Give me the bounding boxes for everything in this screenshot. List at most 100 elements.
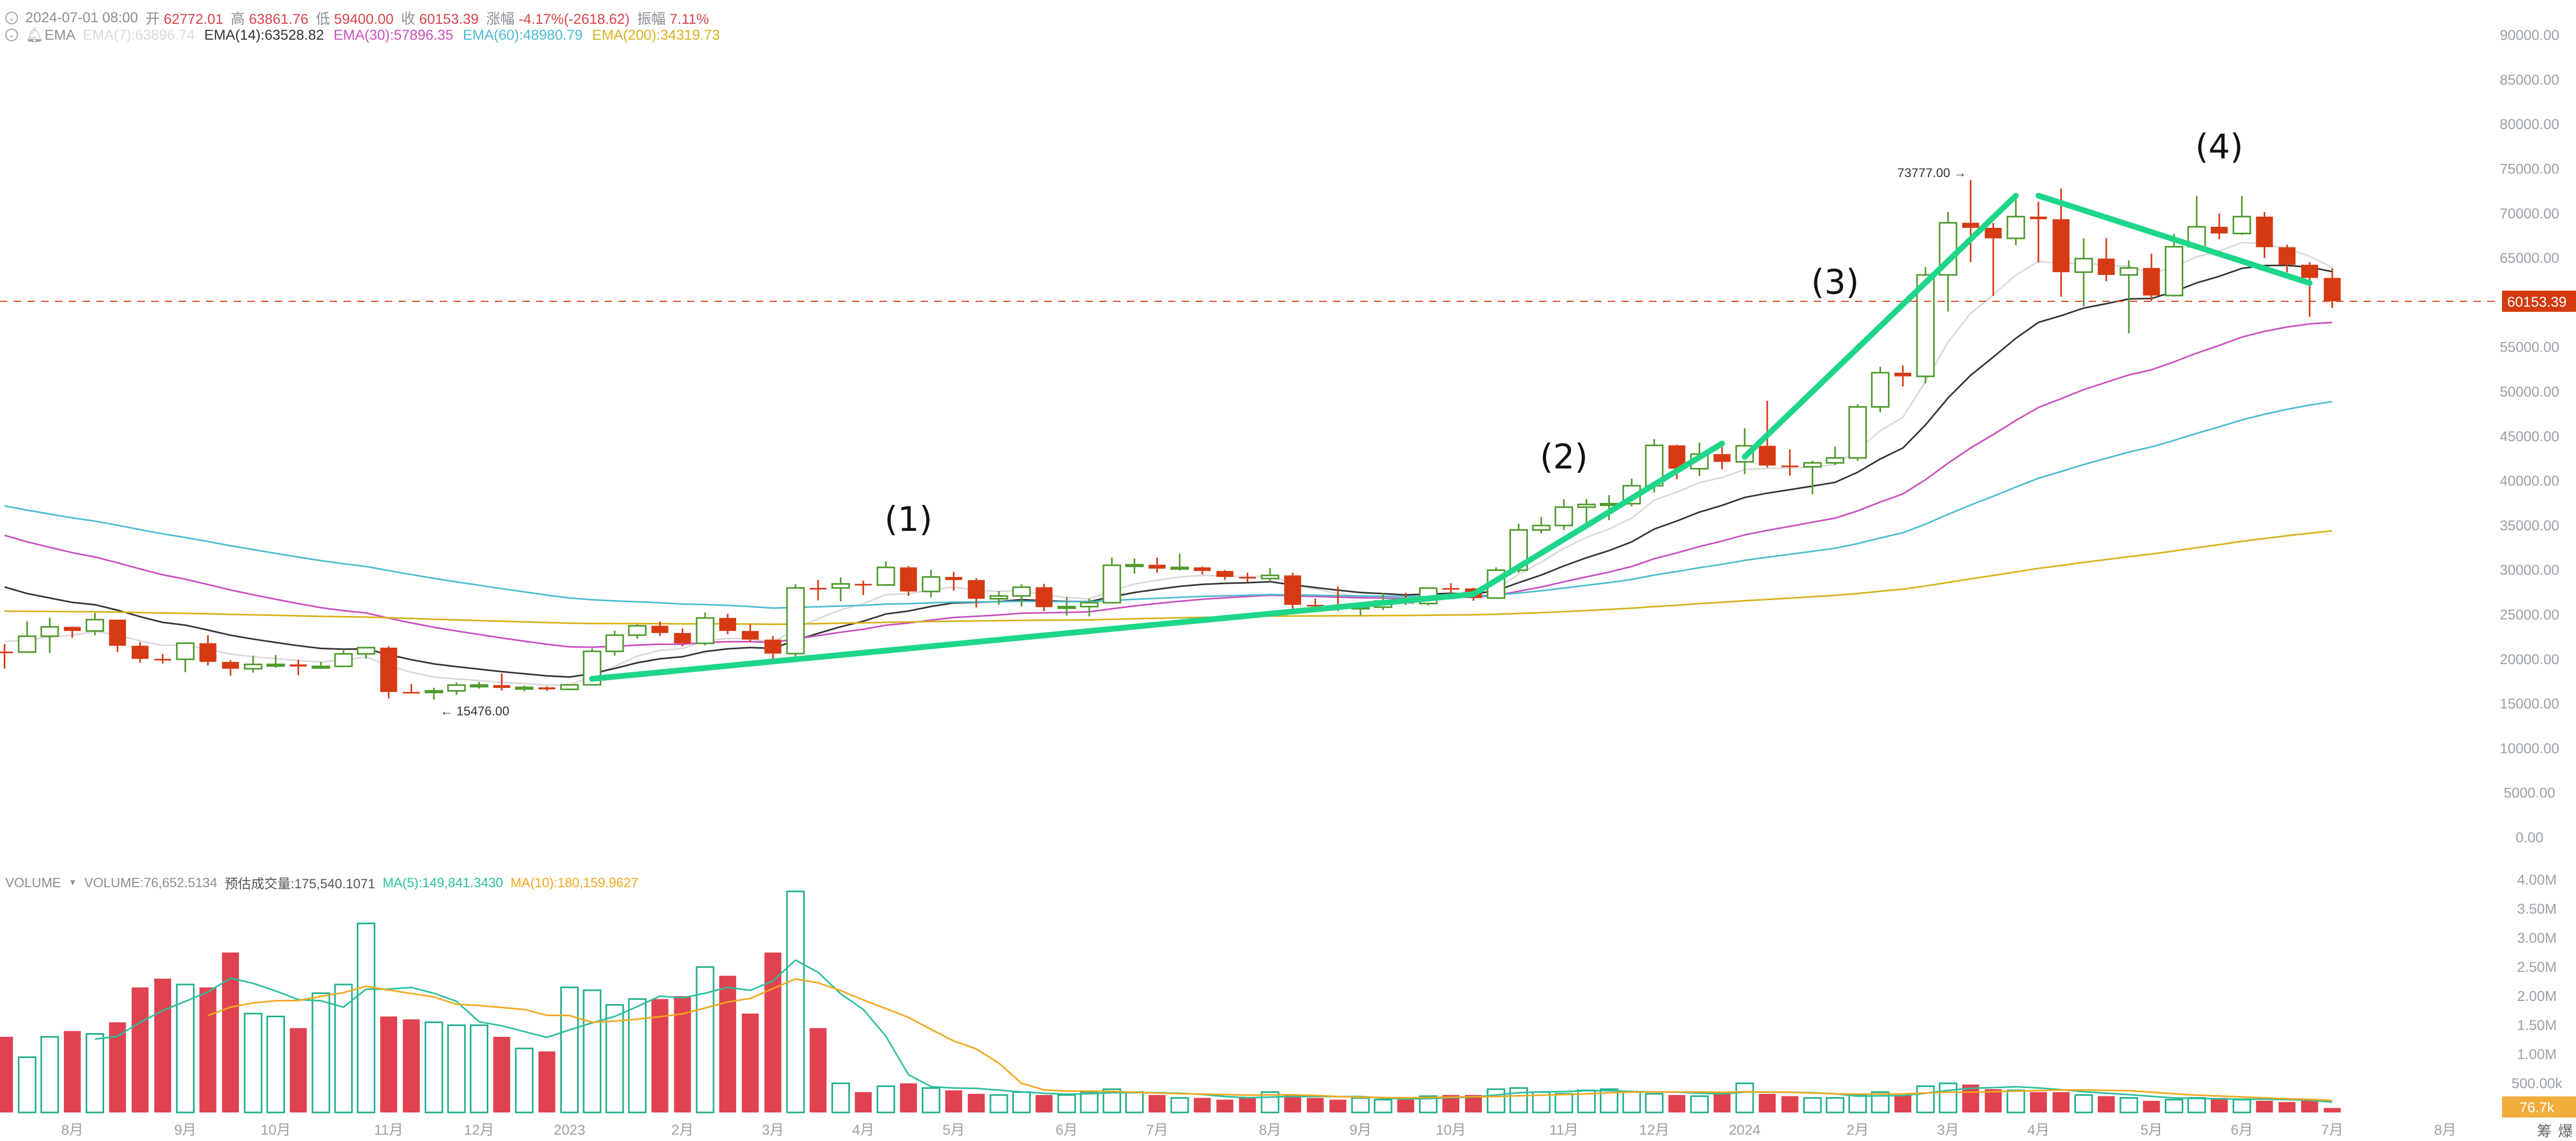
time-axis-label: 12月 bbox=[1639, 1122, 1669, 1138]
volume-bar bbox=[1239, 1098, 1256, 1112]
candle-body bbox=[2211, 226, 2228, 234]
volume-bar bbox=[154, 979, 171, 1112]
candle bbox=[2119, 260, 2138, 334]
candle bbox=[40, 618, 59, 653]
high-value: 63861.76 bbox=[248, 11, 309, 27]
candle bbox=[989, 591, 1008, 605]
candle-datetime: 2024-07-01 08:00 bbox=[25, 10, 138, 25]
candle-body bbox=[493, 685, 511, 688]
volume-bar bbox=[1735, 1082, 1754, 1114]
ema-legend-item: EMA(60):48980.79 bbox=[462, 26, 583, 43]
volume-tick-label: 1.00M bbox=[2517, 1046, 2556, 1062]
candle-body bbox=[424, 690, 443, 694]
candle bbox=[515, 685, 534, 692]
volume-ma5-line bbox=[95, 959, 2332, 1103]
candle bbox=[1962, 180, 1979, 262]
volume-bar bbox=[1125, 1091, 1144, 1114]
volume-bar bbox=[809, 1028, 827, 1112]
candle bbox=[403, 684, 420, 694]
candle bbox=[0, 644, 13, 669]
price-tick-label: 15000.00 bbox=[2500, 696, 2560, 712]
time-axis-label: 6月 bbox=[1055, 1122, 1078, 1138]
volume-bar bbox=[855, 1092, 872, 1112]
volume-bar bbox=[538, 1051, 555, 1112]
candle-body bbox=[696, 617, 715, 645]
volume-bar bbox=[1057, 1094, 1076, 1114]
volume-bar bbox=[2323, 1108, 2341, 1112]
volume-bar bbox=[764, 952, 782, 1112]
volume-indicator-name[interactable]: VOLUME bbox=[5, 875, 61, 890]
candle-body bbox=[515, 686, 534, 690]
volume-bar bbox=[831, 1082, 850, 1114]
volume-bar bbox=[493, 1037, 511, 1112]
candle bbox=[334, 650, 353, 667]
candle-body bbox=[1758, 446, 1776, 466]
candle bbox=[380, 646, 397, 699]
volume-tick-label: 3.50M bbox=[2517, 901, 2556, 917]
chips-button[interactable]: 筹 bbox=[2537, 1123, 2552, 1139]
time-axis-label: 9月 bbox=[1349, 1122, 1372, 1138]
time-axis-label: 8月 bbox=[61, 1122, 84, 1138]
time-axis-label: 10月 bbox=[261, 1122, 291, 1138]
volume-bar bbox=[2256, 1101, 2273, 1112]
candle-body bbox=[989, 595, 1008, 600]
dropdown-triangle-icon[interactable]: ▼ bbox=[68, 878, 77, 887]
price-tick-label: 75000.00 bbox=[2500, 161, 2560, 177]
candle bbox=[2030, 201, 2047, 263]
volume-bar bbox=[2098, 1096, 2115, 1112]
volume-bar bbox=[582, 989, 601, 1114]
liquidation-button[interactable]: 爆 bbox=[2558, 1123, 2573, 1139]
volume-ma10: MA(10):180,159.9627 bbox=[510, 875, 638, 890]
candle-body bbox=[1057, 605, 1076, 609]
candle bbox=[1554, 499, 1573, 530]
volume-bar bbox=[1803, 1097, 1822, 1114]
open-label: 开 bbox=[145, 11, 160, 27]
candle-body bbox=[2074, 257, 2093, 273]
candle bbox=[2052, 188, 2070, 297]
time-axis-label: 4月 bbox=[852, 1122, 874, 1138]
candle-body bbox=[1442, 588, 1460, 590]
candle bbox=[1261, 567, 1280, 582]
close-value: 60153.39 bbox=[419, 11, 479, 27]
candle bbox=[742, 624, 759, 642]
volume-bar bbox=[989, 1094, 1008, 1114]
volume-bar bbox=[176, 983, 195, 1114]
volume-bar bbox=[2143, 1101, 2160, 1112]
candle bbox=[86, 613, 105, 636]
time-axis-label: 9月 bbox=[174, 1122, 197, 1138]
candle-body bbox=[876, 566, 895, 586]
volume-ma10-line bbox=[207, 978, 2332, 1101]
volume-bar bbox=[1193, 1098, 1211, 1112]
volume-bar bbox=[403, 1019, 420, 1112]
volume-bar bbox=[290, 1028, 307, 1112]
candle-body bbox=[968, 580, 985, 599]
volume-bar bbox=[1035, 1095, 1053, 1112]
volume-bar bbox=[2119, 1097, 2138, 1114]
candle-body bbox=[2143, 268, 2160, 296]
candle bbox=[1102, 557, 1122, 604]
volume-bar bbox=[1985, 1089, 2002, 1112]
candle bbox=[1148, 557, 1166, 573]
price-tick-label: 80000.00 bbox=[2500, 116, 2560, 132]
candle-body bbox=[244, 664, 263, 670]
wave-annotation: (1) bbox=[885, 500, 933, 539]
time-axis-label: 4月 bbox=[2027, 1122, 2050, 1138]
ema-indicator-name[interactable]: EMA bbox=[44, 26, 76, 43]
candle-body bbox=[1306, 604, 1324, 606]
volume-bar bbox=[2278, 1102, 2296, 1112]
amplitude-label: 振幅 bbox=[637, 11, 666, 27]
candle-body bbox=[719, 618, 736, 631]
trend-line bbox=[1470, 440, 1725, 597]
candle-body bbox=[1125, 564, 1144, 567]
time-axis-label: 10月 bbox=[1436, 1122, 1466, 1138]
bell-icon[interactable]: 🔔︎ bbox=[25, 27, 44, 43]
candle bbox=[538, 686, 555, 691]
volume-bar bbox=[1916, 1085, 1935, 1114]
estimated-volume: 预估成交量:175,540.1071 bbox=[225, 877, 375, 891]
volume-value: VOLUME:76,652.5134 bbox=[84, 875, 217, 890]
volume-bar bbox=[742, 1014, 759, 1112]
collapse-chevron-icon[interactable]: ⌄ bbox=[5, 29, 18, 41]
collapse-chevron-icon[interactable]: ⌄ bbox=[5, 11, 18, 24]
volume-bar bbox=[1284, 1095, 1301, 1112]
